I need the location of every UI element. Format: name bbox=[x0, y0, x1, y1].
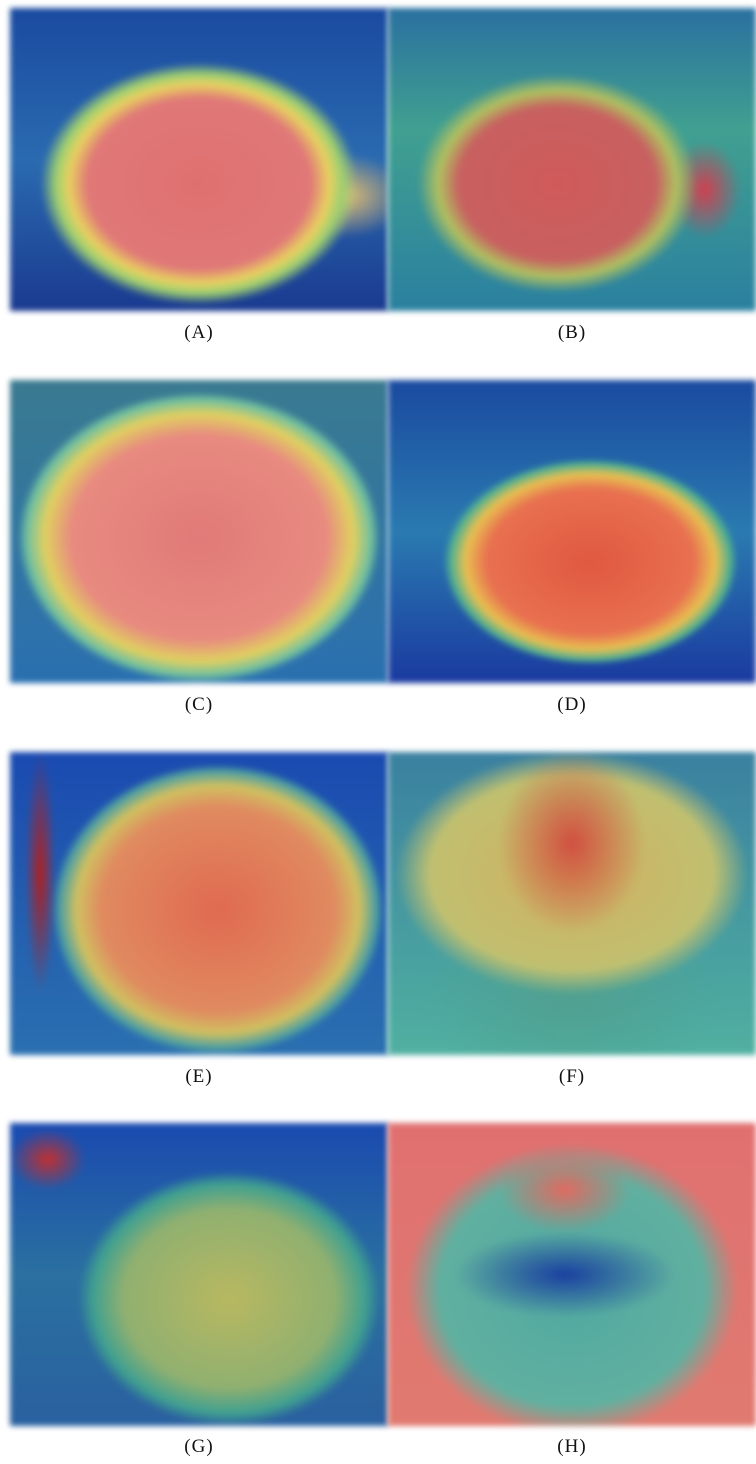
heatmap-image bbox=[388, 8, 756, 311]
figure: (A)(B) (C)(D) (E)(F) (G)(H) bbox=[0, 0, 756, 1464]
panel-caption: (F) bbox=[388, 1066, 756, 1088]
panel-caption: (C) bbox=[10, 694, 388, 716]
heatmap-image bbox=[388, 380, 756, 683]
panel-caption: (A) bbox=[10, 322, 388, 344]
heatmap-image bbox=[10, 8, 388, 311]
panel-caption: (D) bbox=[388, 694, 756, 716]
panel-caption: (G) bbox=[10, 1436, 388, 1458]
panel-caption: (E) bbox=[10, 1066, 388, 1088]
heatmap-image bbox=[10, 1123, 388, 1426]
heatmap-image bbox=[10, 752, 388, 1055]
heatmap-image bbox=[388, 1123, 756, 1426]
heatmap-image bbox=[388, 752, 756, 1055]
panel-caption: (H) bbox=[388, 1436, 756, 1458]
heatmap-image bbox=[10, 380, 388, 683]
panel-caption: (B) bbox=[388, 322, 756, 344]
